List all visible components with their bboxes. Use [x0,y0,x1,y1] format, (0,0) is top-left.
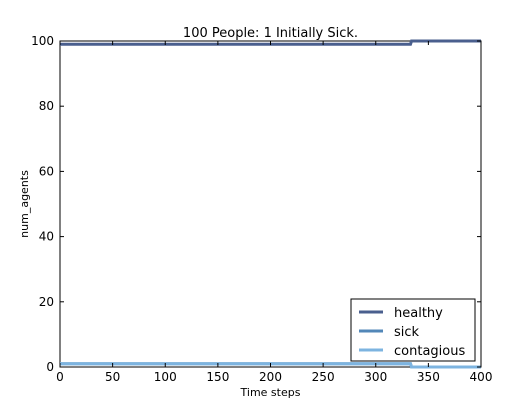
x-tick-label: 100 [154,370,177,384]
plot-area: 0 50 100 150 200 250 300 350 400 0 20 40 60 80 100 [31,34,492,384]
series-layer [60,39,481,369]
series-line-healthy [60,39,481,46]
x-tick-label: 400 [470,370,493,384]
x-tick-label: 150 [206,370,229,384]
legend-label-healthy: healthy [394,306,443,321]
y-tick-label: 0 [46,360,54,374]
x-tick-label: 250 [312,370,335,384]
legend: healthy sick contagious [350,298,476,362]
legend-label-sick: sick [394,325,420,340]
legend-label-contagious: contagious [394,344,465,359]
x-tick-label: 300 [364,370,387,384]
y-tick-label: 80 [39,99,54,113]
x-tick-label: 350 [417,370,440,384]
x-axis-title: Time steps [240,386,301,399]
y-tick-label: 20 [39,295,54,309]
series-line-contagious [60,362,481,369]
chart-title: 100 People: 1 Initially Sick. [183,26,358,41]
y-axis-title: num_agents [18,170,31,238]
y-tick-label: 100 [31,34,54,48]
x-tick-label: 50 [105,370,120,384]
y-tick-label: 40 [39,230,54,244]
ticks-layer: 0 50 100 150 200 250 300 350 400 0 20 40 60 80 100 [31,34,492,384]
y-tick-label: 60 [39,164,54,178]
x-tick-label: 200 [259,370,282,384]
x-tick-label: 0 [56,370,64,384]
